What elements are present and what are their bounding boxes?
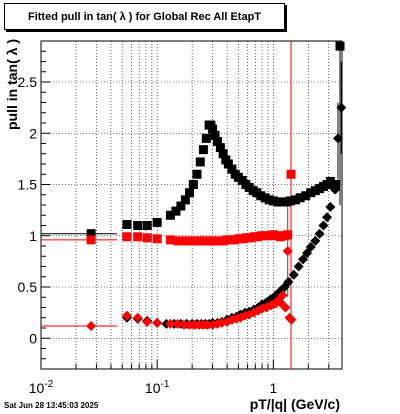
data-point [178, 319, 189, 330]
data-point [179, 236, 189, 246]
data-point [152, 317, 163, 328]
y-tick-label: 0 [29, 330, 37, 346]
data-point [227, 164, 237, 174]
y-tick-labels: 0 0.5 1 1.5 2 2.5 [18, 74, 38, 346]
data-point [248, 307, 259, 318]
data-point [268, 196, 278, 206]
data-point [285, 196, 295, 206]
data-point [290, 195, 300, 205]
data-point [208, 124, 218, 134]
data-point [165, 235, 175, 245]
data-point [185, 188, 195, 198]
data-point [295, 193, 305, 203]
data-point [283, 230, 293, 240]
data-point [86, 320, 97, 331]
data-point [122, 310, 133, 321]
data-point [195, 157, 205, 167]
data-point [332, 133, 343, 144]
data-point [335, 41, 345, 51]
data-point [286, 314, 297, 325]
data-point [318, 220, 329, 231]
data-point [190, 236, 200, 246]
data-point [152, 234, 162, 244]
x-tick-label: 10-1 [145, 379, 170, 396]
data-point [282, 246, 293, 257]
data-point [86, 229, 96, 239]
data-point [122, 232, 132, 242]
data-point [86, 235, 96, 245]
x-axis-label: pT/|q| (GeV/c) [249, 396, 340, 412]
data-point [286, 169, 296, 179]
data-point [325, 176, 335, 186]
data-point [212, 136, 222, 146]
x-tick-labels: 10-2 10-1 1 [29, 379, 278, 396]
x-tick-label: 1 [269, 380, 277, 396]
data-point [192, 169, 202, 179]
data-point [301, 191, 311, 201]
chart-title: Fitted pull in tan( λ ) for Global Rec A… [4, 3, 285, 30]
y-axis-label: pull in tan( λ ) [4, 39, 20, 130]
data-point [165, 318, 176, 329]
data-point [132, 312, 143, 323]
data-point [218, 149, 228, 159]
axis-ticks [40, 50, 330, 369]
data-point [322, 212, 333, 223]
data-point [277, 290, 288, 301]
data-point [122, 219, 132, 229]
y-tick-label: 0.5 [18, 279, 38, 295]
data-point [152, 217, 162, 227]
data-point [142, 233, 152, 243]
data-point [209, 236, 219, 246]
data-point [297, 254, 308, 265]
x-tick-label: 10-2 [29, 379, 54, 396]
data-point [330, 184, 341, 195]
data-point [165, 210, 175, 220]
data-point [133, 221, 143, 230]
data-point [133, 232, 143, 242]
y-tick-label: 1.5 [18, 177, 38, 193]
data-point [330, 180, 340, 189]
data-point [142, 316, 153, 327]
data-point [223, 159, 233, 169]
timestamp: Sat Jun 28 13:45:03 2025 [4, 401, 99, 410]
data-point [202, 319, 213, 330]
y-tick-label: 1 [29, 228, 37, 244]
data-point [275, 297, 286, 308]
data-point [336, 102, 347, 113]
data-point [305, 242, 316, 253]
plot-area [41, 41, 347, 369]
data-point [173, 236, 183, 246]
data-point [185, 236, 195, 246]
data-point [306, 188, 316, 198]
data-point [325, 202, 336, 213]
data-point [188, 180, 198, 189]
data-point [198, 145, 208, 155]
data-point [172, 318, 183, 329]
y-tick-label: 2.5 [18, 74, 38, 90]
y-tick-label: 2 [29, 125, 37, 141]
data-point [201, 133, 211, 143]
data-point [171, 206, 181, 216]
data-point [310, 235, 321, 246]
data-point [184, 319, 195, 330]
data-point [293, 261, 304, 272]
data-point [280, 302, 291, 313]
data-point [210, 130, 220, 140]
data-point [288, 269, 299, 280]
data-point [314, 228, 325, 239]
data-point [176, 201, 186, 211]
data-point [142, 221, 152, 230]
data-point [215, 143, 225, 153]
data-point [283, 276, 294, 287]
data-point [180, 195, 190, 205]
